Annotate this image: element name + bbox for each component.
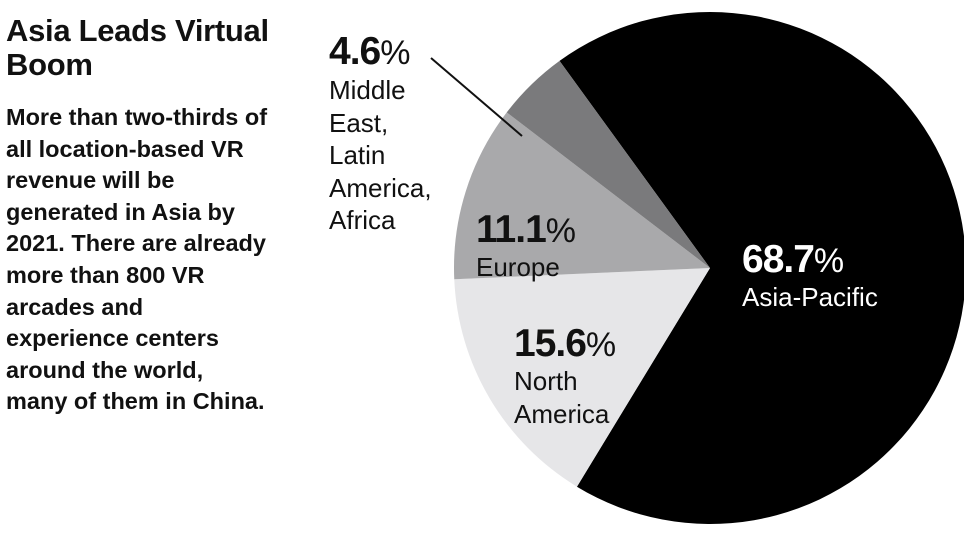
name-label-middle-east-line3: Latin <box>329 140 386 170</box>
pie-slices <box>454 12 964 524</box>
pie-slice-middle-east-latin-america-africa <box>506 60 710 268</box>
value-label-middle-east: 4.6 <box>329 30 381 73</box>
chart-subtitle: More than two-thirds of all location-bas… <box>6 104 268 415</box>
pie-slice-asia-pacific <box>559 12 964 524</box>
name-label-middle-east-line5: Africa <box>329 205 396 235</box>
name-label-middle-east-line4: America, <box>329 172 432 203</box>
pct-symbol: % <box>380 34 411 72</box>
name-label-asia-pacific: Asia-Pacific <box>742 282 878 312</box>
leader-line <box>430 57 523 137</box>
value-label-north-america: 15.6 <box>514 322 587 365</box>
name-label-north-america-line2: America <box>514 398 610 429</box>
pie-slice-europe <box>454 112 710 280</box>
name-label-north-america-line1: North <box>514 366 578 396</box>
value-label-asia-pacific: 68.7 <box>742 238 815 281</box>
pct-symbol: % <box>545 212 576 250</box>
name-label-middle-east-line2: East, <box>329 107 389 138</box>
name-label-europe: Europe <box>476 252 560 282</box>
label-asia-pacific: 68.7% Asia-Pacific <box>742 240 878 314</box>
pct-symbol: % <box>813 242 845 280</box>
label-europe: 11.1% Europe <box>476 210 576 284</box>
name-label-middle-east-line1: Middle <box>329 75 406 105</box>
pct-symbol: % <box>585 326 617 364</box>
label-north-america: 15.6% North America <box>514 324 616 430</box>
chart-title: Asia Leads Virtual Boom <box>6 13 269 82</box>
value-label-europe: 11.1 <box>476 208 547 251</box>
pie-slice-north-america <box>454 268 710 487</box>
label-middle-east-latam-africa: 4.6% Middle East, Latin America, Africa <box>329 32 432 237</box>
